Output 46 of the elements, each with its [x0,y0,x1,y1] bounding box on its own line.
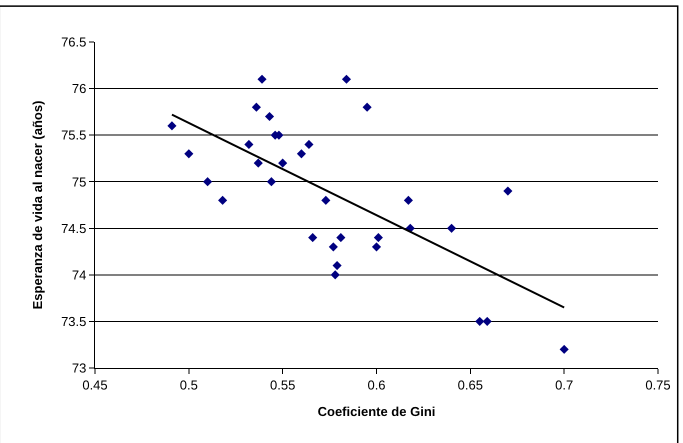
y-tick-label: 75.5 [61,128,86,143]
point [296,149,306,158]
point [328,242,338,252]
point [184,149,194,158]
x-tick-label: 0.7 [555,378,574,393]
point [330,270,340,280]
y-tick-label: 74.5 [61,220,86,236]
x-tick-label: 0.45 [82,378,108,393]
y-tick-label: 76.5 [61,34,86,50]
point [278,158,288,168]
x-tick-label: 0.65 [458,378,483,393]
point [475,316,484,326]
point [257,74,267,84]
point [264,112,274,122]
point [254,158,263,168]
point [404,196,413,205]
x-tick-label: 0.75 [645,378,671,393]
point [482,316,492,326]
point [447,224,456,233]
y-tick-label: 74 [72,267,86,282]
y-tick-label: 73.5 [61,314,86,329]
point [374,233,383,242]
x-tick-label: 0.6 [367,378,386,393]
point [342,74,352,84]
y-tick-label: 76 [72,81,86,96]
point [362,102,372,112]
point [266,177,276,186]
point [560,344,569,354]
point [332,260,342,270]
point [252,102,261,112]
x-tick-label: 0.5 [180,378,198,393]
point [203,177,212,186]
y-tick-label: 73 [72,360,86,376]
point [372,242,382,252]
y-axis-title: Esperanza de vida al nacer (años) [30,100,46,310]
point [218,196,228,205]
point [167,121,176,130]
x-axis-title: Coeficiente de Gini [318,404,436,420]
y-tick-label: 75 [72,174,86,190]
point [321,196,330,205]
point [244,140,254,150]
point [503,186,512,196]
point [336,233,346,242]
x-tick-label: 0.55 [270,378,296,393]
point [304,140,314,150]
point [308,233,318,242]
